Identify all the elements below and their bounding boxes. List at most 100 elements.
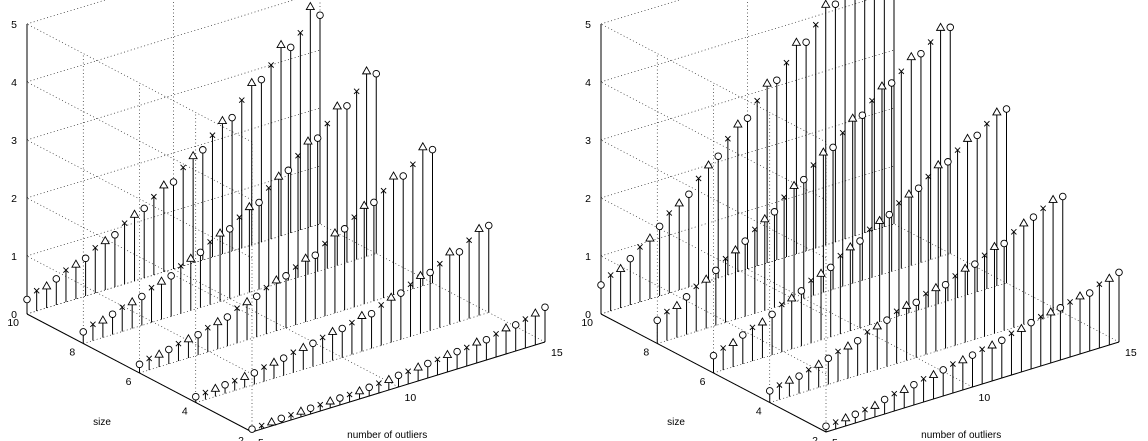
triangle-marker [418, 141, 428, 151]
triangle-marker [354, 385, 365, 395]
triangle-marker [127, 296, 137, 306]
circle-marker [802, 38, 810, 46]
circle-marker [279, 354, 288, 362]
triangle-marker [303, 136, 313, 145]
circle-marker [655, 222, 664, 231]
x-marker [666, 210, 673, 216]
triangle-marker [762, 78, 772, 87]
x-marker [148, 284, 155, 291]
circle-marker [397, 289, 405, 297]
y-tick-label: 10 [581, 317, 593, 329]
triangle-marker [98, 315, 108, 324]
x-marker [839, 129, 846, 136]
circle-marker [998, 336, 1006, 345]
circle-marker [946, 23, 955, 32]
x-marker [749, 324, 756, 331]
triangle-marker [415, 270, 426, 279]
triangle-marker [847, 113, 858, 122]
circle-marker [111, 231, 119, 239]
x-marker [981, 252, 988, 259]
circle-marker [196, 248, 205, 257]
z-tick-label: 5 [585, 19, 591, 31]
triangle-marker [1075, 291, 1085, 300]
circle-marker [194, 330, 202, 339]
circle-marker [597, 281, 605, 289]
x-marker [1096, 281, 1103, 288]
triangle-marker [730, 244, 741, 254]
x-marker [776, 382, 783, 388]
z-tick-label: 3 [585, 135, 591, 147]
x-marker [407, 281, 414, 288]
x-marker [349, 319, 355, 326]
circle-marker [199, 146, 207, 154]
triangle-marker [357, 310, 367, 319]
x-marker [234, 305, 240, 312]
triangle-marker [1016, 323, 1027, 332]
triangle-marker [1104, 273, 1115, 282]
x-marker [920, 375, 927, 382]
grid-line [600, 23, 827, 143]
x-marker [175, 340, 182, 347]
x-marker [436, 260, 443, 267]
triangle-marker [217, 115, 228, 125]
circle-marker [313, 134, 322, 142]
circle-marker [799, 175, 808, 184]
circle-marker [856, 237, 864, 245]
circle-marker [108, 310, 117, 318]
x-marker [720, 345, 727, 351]
z-tick-label: 1 [11, 251, 17, 263]
triangle-marker [760, 213, 770, 223]
triangle-marker [845, 241, 856, 251]
y-tick-label: 8 [69, 347, 75, 359]
x-tick-label: 10 [405, 392, 417, 404]
x-marker [693, 283, 700, 290]
circle-marker [887, 79, 896, 87]
x-marker [722, 255, 729, 262]
circle-marker [165, 345, 173, 354]
x-marker [265, 185, 272, 191]
triangle-marker [296, 406, 306, 415]
triangle-marker [874, 215, 885, 224]
grid-line [173, 268, 399, 388]
y-tick-label: 6 [700, 376, 706, 388]
triangle-marker [728, 337, 738, 347]
triangle-marker [906, 51, 917, 61]
x-marker [664, 308, 670, 315]
triangle-marker [188, 150, 198, 160]
x-marker [952, 273, 959, 279]
x-marker [351, 214, 358, 221]
triangle-marker [615, 263, 626, 272]
circle-marker [880, 395, 889, 404]
triangle-marker [384, 374, 394, 383]
triangle-marker [154, 349, 164, 358]
triangle-marker [933, 159, 944, 169]
circle-marker [797, 287, 806, 295]
x-marker [292, 264, 299, 270]
x-marker [263, 284, 270, 291]
x-marker [695, 175, 702, 182]
circle-marker [968, 351, 977, 359]
triangle-marker [41, 281, 52, 290]
y-tick-label: 4 [756, 406, 762, 418]
x-marker [832, 419, 839, 425]
circle-marker [768, 310, 776, 319]
triangle-marker [156, 276, 167, 285]
x-marker [177, 263, 184, 269]
triangle-marker [958, 354, 968, 364]
circle-marker [286, 43, 295, 52]
circle-marker [795, 372, 803, 380]
circle-marker [453, 347, 461, 356]
x-marker [923, 290, 929, 297]
triangle-marker [843, 341, 853, 350]
z-tick-label: 2 [585, 193, 591, 205]
circle-marker [282, 272, 290, 280]
circle-marker [1029, 213, 1038, 221]
x-marker [983, 120, 990, 127]
circle-marker [1000, 239, 1008, 248]
grid-line [26, 197, 253, 317]
x-marker [119, 304, 126, 311]
circle-marker [223, 313, 232, 321]
x-marker [33, 287, 40, 294]
circle-marker [309, 339, 317, 348]
y-tick-label: 2 [812, 435, 818, 441]
